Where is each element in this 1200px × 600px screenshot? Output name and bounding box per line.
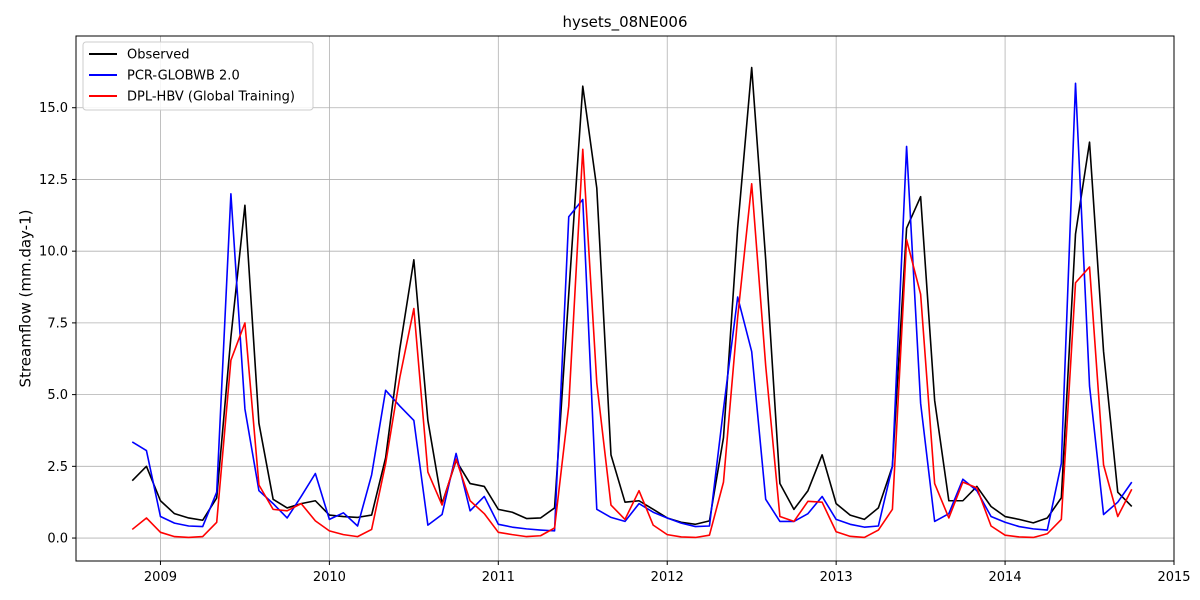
y-tick-label: 15.0 bbox=[39, 101, 68, 116]
x-tick-label: 2010 bbox=[313, 570, 346, 585]
x-tick-label: 2009 bbox=[144, 570, 177, 585]
legend-box bbox=[82, 41, 314, 111]
legend: Observed PCR-GLOBWB 2.0 DPL-HBV (Global Tr… bbox=[82, 41, 314, 111]
legend-label: PCR-GLOBWB 2.0 bbox=[127, 69, 240, 84]
y-tick-label: 0.0 bbox=[47, 532, 68, 547]
series-line-observed bbox=[131, 66, 1133, 526]
y-tick-label: 2.5 bbox=[47, 460, 68, 475]
series-lines bbox=[131, 66, 1133, 539]
series-line-pcr-globwb-2-0 bbox=[131, 82, 1133, 532]
series-line-dpl-hbv-global-training bbox=[131, 148, 1133, 539]
axis-ticks: 2009 2010 2011 2012 2013 2014 2015 0.0 2.5 5.0 7.5… bbox=[39, 101, 1191, 585]
chart-title: hysets_08NE006 bbox=[562, 13, 687, 32]
x-tick-label: 2014 bbox=[989, 570, 1022, 585]
y-tick-label: 7.5 bbox=[47, 316, 68, 331]
y-tick-label: 10.0 bbox=[39, 245, 68, 260]
x-tick-label: 2012 bbox=[651, 570, 684, 585]
x-tick-label: 2011 bbox=[482, 570, 515, 585]
x-tick-label: 2015 bbox=[1157, 570, 1190, 585]
y-axis-title: Streamflow (mm.day-1) bbox=[17, 210, 35, 388]
y-tick-label: 5.0 bbox=[47, 388, 68, 403]
legend-label: Observed bbox=[127, 48, 190, 63]
grid-lines bbox=[76, 36, 1175, 561]
legend-label: DPL-HBV (Global Training) bbox=[127, 90, 295, 105]
plot-area-frame bbox=[75, 35, 1175, 562]
y-tick-label: 12.5 bbox=[39, 173, 68, 188]
x-tick-label: 2013 bbox=[820, 570, 853, 585]
